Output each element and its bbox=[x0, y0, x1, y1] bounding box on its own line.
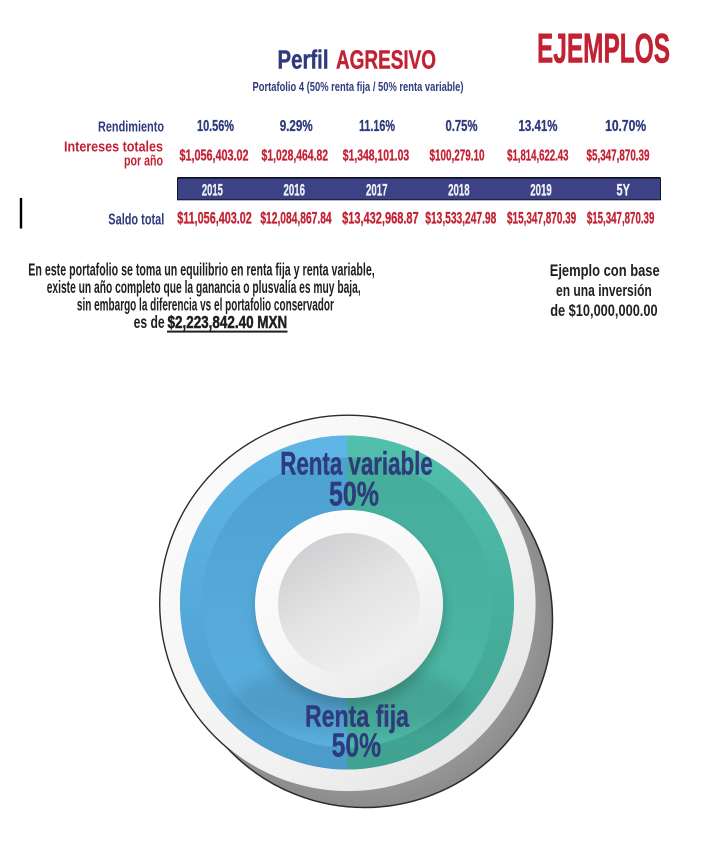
svg-text:$15,347,870.39: $15,347,870.39 bbox=[507, 210, 576, 228]
svg-text:$13,533,247.98: $13,533,247.98 bbox=[425, 210, 496, 228]
svg-text:11.16%: 11.16% bbox=[359, 118, 395, 135]
svg-text:Intereses totales: Intereses totales bbox=[64, 140, 163, 156]
svg-text:sin embargo la diferencia vs e: sin embargo la diferencia vs el portafol… bbox=[77, 295, 334, 315]
svg-text:50%: 50% bbox=[329, 476, 379, 514]
svg-text:$1,056,403.02: $1,056,403.02 bbox=[180, 147, 249, 164]
svg-text:$1,028,464.82: $1,028,464.82 bbox=[262, 147, 329, 164]
svg-text:2016: 2016 bbox=[283, 181, 305, 200]
svg-text:9.29%: 9.29% bbox=[280, 118, 313, 135]
svg-text:Saldo total: Saldo total bbox=[108, 212, 164, 229]
svg-text:50%: 50% bbox=[332, 727, 382, 764]
svg-text:$15,347,870.39: $15,347,870.39 bbox=[587, 210, 655, 228]
svg-text:$100,279.10: $100,279.10 bbox=[430, 147, 485, 164]
svg-text:2017: 2017 bbox=[366, 181, 388, 200]
svg-text:10.56%: 10.56% bbox=[197, 118, 234, 135]
svg-text:AGRESIVO: AGRESIVO bbox=[336, 47, 436, 75]
svg-text:0.75%: 0.75% bbox=[446, 118, 478, 135]
svg-text:Portafolio 4 (50% renta fija /: Portafolio 4 (50% renta fija / 50% renta… bbox=[253, 79, 464, 94]
svg-text:Renta variable: Renta variable bbox=[280, 446, 433, 482]
svg-text:$1,814,622.43: $1,814,622.43 bbox=[507, 147, 568, 164]
svg-text:en una inversión: en una inversión bbox=[556, 281, 652, 300]
svg-text:$2,223,842.40 MXN: $2,223,842.40 MXN bbox=[168, 312, 288, 332]
svg-text:Renta fija: Renta fija bbox=[305, 699, 410, 733]
svg-text:$5,347,870.39: $5,347,870.39 bbox=[587, 147, 650, 164]
svg-text:13.41%: 13.41% bbox=[519, 118, 558, 135]
svg-text:Rendimiento: Rendimiento bbox=[98, 120, 164, 136]
svg-text:Ejemplo con base: Ejemplo con base bbox=[550, 261, 660, 280]
svg-text:existe un año completo que la: existe un año completo que la ganancia o… bbox=[47, 277, 361, 297]
svg-text:$12,084,867.84: $12,084,867.84 bbox=[260, 210, 332, 228]
svg-text:EJEMPLOS: EJEMPLOS bbox=[537, 24, 670, 71]
svg-text:$11,056,403.02: $11,056,403.02 bbox=[177, 210, 252, 228]
svg-text:es de: es de bbox=[134, 312, 165, 332]
svg-text:$13,432,968.87: $13,432,968.87 bbox=[342, 210, 419, 228]
svg-text:2019: 2019 bbox=[530, 181, 552, 200]
svg-text:5Y: 5Y bbox=[617, 181, 631, 200]
svg-text:10.70%: 10.70% bbox=[605, 118, 646, 135]
svg-text:2018: 2018 bbox=[448, 181, 470, 200]
svg-text:$1,348,101.03: $1,348,101.03 bbox=[343, 147, 410, 164]
svg-text:de $10,000,000.00: de $10,000,000.00 bbox=[550, 301, 657, 320]
svg-text:Perfil: Perfil bbox=[278, 47, 329, 75]
svg-text:En este portafolio se toma un: En este portafolio se toma un equilibrio… bbox=[28, 259, 374, 279]
svg-text:2015: 2015 bbox=[202, 181, 223, 200]
svg-text:por año: por año bbox=[124, 154, 163, 170]
